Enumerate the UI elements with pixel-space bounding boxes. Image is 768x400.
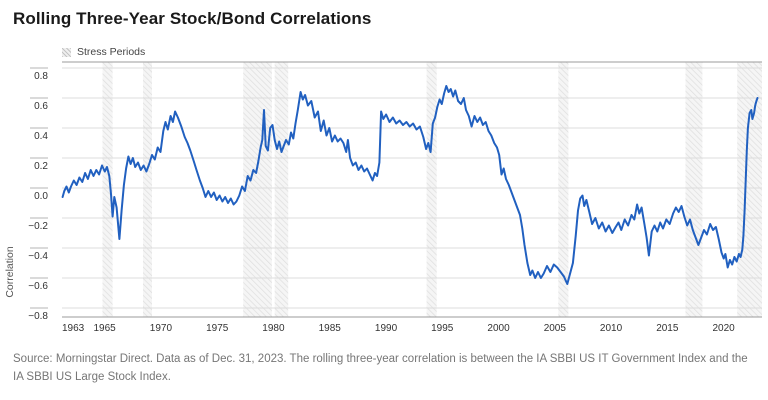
y-axis-title: Correlation — [4, 246, 16, 298]
legend: Stress Periods — [62, 46, 145, 58]
x-tick-label: 1990 — [375, 323, 398, 334]
correlation-line-chart: 0.8 0.6 0.4 0.2 0.0 −0.2 −0.4 −0.6 −0.8 1963 1965 1… — [4, 61, 762, 334]
stress-period-band — [143, 62, 152, 317]
stress-period-band — [558, 62, 569, 317]
y-tick-label: 0.0 — [34, 191, 48, 202]
y-tick-label: −0.4 — [28, 251, 48, 262]
x-tick-label: 2020 — [713, 323, 736, 334]
y-tick-label: −0.6 — [28, 281, 48, 292]
y-tick-label: −0.2 — [28, 221, 48, 232]
stress-period-band — [274, 62, 289, 317]
x-tick-label: 2000 — [487, 323, 510, 334]
page-title: Rolling Three-Year Stock/Bond Correlatio… — [13, 9, 372, 28]
y-tick-label: 0.2 — [34, 161, 48, 172]
x-tick-label: 2010 — [600, 323, 623, 334]
x-tick-label: 1970 — [150, 323, 173, 334]
source-footnote: Source: Morningstar Direct. Data as of D… — [13, 353, 748, 383]
x-tick-label: 1985 — [319, 323, 342, 334]
correlation-series-line — [61, 85, 759, 285]
y-tick-label: −0.8 — [28, 311, 48, 322]
stress-period-band — [243, 62, 272, 317]
y-tick-label: 0.8 — [34, 71, 48, 82]
stress-period-band — [685, 62, 703, 317]
legend-label-stress-periods: Stress Periods — [77, 46, 146, 58]
x-tick-label: 1995 — [431, 323, 454, 334]
x-tick-label: 1965 — [94, 323, 117, 334]
stress-period-band — [426, 62, 437, 317]
x-tick-label: 2005 — [544, 323, 567, 334]
x-tick-label: 1963 — [62, 323, 85, 334]
y-tick-label: 0.4 — [34, 131, 48, 142]
stress-period-band — [737, 62, 762, 317]
x-tick-label: 2015 — [656, 323, 679, 334]
stress-periods-swatch-icon — [62, 47, 71, 57]
x-tick-label: 1980 — [262, 323, 285, 334]
x-tick-label: 1975 — [206, 323, 229, 334]
y-tick-label: 0.6 — [34, 101, 48, 112]
stress-period-band — [102, 62, 113, 317]
